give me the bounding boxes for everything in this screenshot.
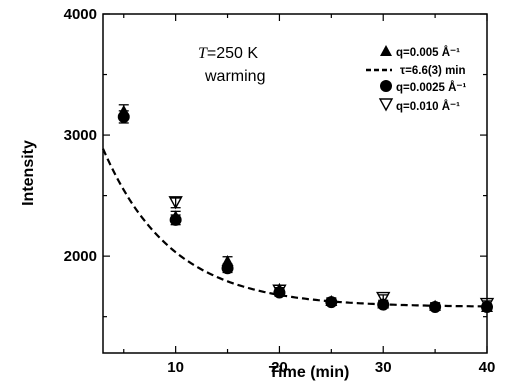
fit-curve [101, 148, 487, 308]
legend-label-series-3: q=0.010 Å⁻¹ [396, 100, 460, 113]
legend-triangle-marker [380, 45, 392, 56]
legend-open-triangle-marker [378, 98, 394, 112]
y-tick-label: 4000 [64, 6, 97, 23]
plot-frame [102, 13, 488, 354]
data-point-circle [481, 300, 493, 313]
temperature-annotation: T=250 K [198, 45, 258, 62]
temperature-symbol: T [198, 45, 208, 62]
data-point-circle [221, 262, 234, 275]
x-tick-label: 20 [271, 359, 288, 376]
legend-label-series-2: q=0.0025 Å⁻¹ [396, 81, 466, 94]
data-point-circle [117, 110, 130, 123]
legend: q=0.005 Å⁻¹ τ=6.6(3) min q=0.0025 Å⁻¹ q=… [366, 45, 466, 113]
y-tick-label: 3000 [64, 127, 97, 144]
data-point-circle [273, 286, 286, 299]
mode-annotation: warming [204, 68, 265, 85]
y-tick-label: 2000 [64, 248, 97, 265]
data-point-circle [169, 213, 182, 226]
x-tick-label: 40 [479, 359, 496, 376]
data-point-open-triangle [376, 291, 391, 305]
data-point-circle [325, 296, 338, 309]
legend-label-fit: τ=6.6(3) min [400, 65, 466, 77]
data-point-circle [377, 298, 390, 311]
temperature-value: =250 K [207, 45, 258, 62]
x-tick-label: 10 [167, 359, 184, 376]
legend-label-series-1: q=0.005 Å⁻¹ [396, 46, 460, 59]
data-point-circle [429, 300, 442, 313]
y-axis-label: Intensity [20, 140, 37, 206]
x-tick-label: 30 [375, 359, 392, 376]
legend-circle-marker [380, 80, 392, 92]
x-axis-label: Time (min) [269, 364, 350, 381]
data-point-open-triangle [168, 196, 183, 210]
